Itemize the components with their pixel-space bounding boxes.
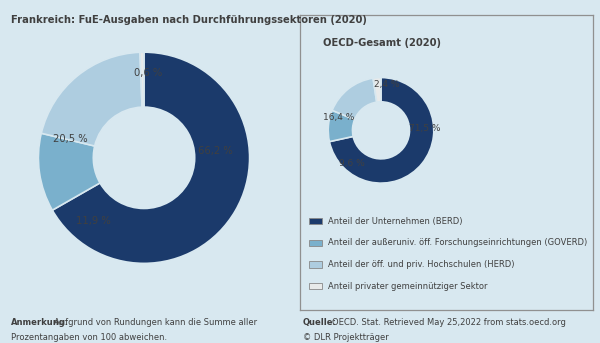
Text: OECD-Gesamt (2020): OECD-Gesamt (2020) xyxy=(323,38,440,48)
Text: Frankreich: FuE-Ausgaben nach Durchführungssektoren (2020): Frankreich: FuE-Ausgaben nach Durchführu… xyxy=(11,15,367,25)
Wedge shape xyxy=(41,52,142,146)
Text: 9,6 %: 9,6 % xyxy=(338,158,364,168)
Text: Anmerkung:: Anmerkung: xyxy=(11,318,69,327)
Text: Anteil privater gemeinnütziger Sektor: Anteil privater gemeinnütziger Sektor xyxy=(328,282,488,291)
Wedge shape xyxy=(373,78,381,102)
Text: 16,4 %: 16,4 % xyxy=(323,113,355,122)
Wedge shape xyxy=(329,78,434,183)
Text: Anteil der Unternehmen (BERD): Anteil der Unternehmen (BERD) xyxy=(328,217,463,226)
Wedge shape xyxy=(332,78,377,120)
Text: Aufgrund von Rundungen kann die Summe aller: Aufgrund von Rundungen kann die Summe al… xyxy=(54,318,257,327)
Text: 71,5 %: 71,5 % xyxy=(409,124,440,133)
Wedge shape xyxy=(38,133,100,210)
Text: Anteil der außeruniv. öff. Forschungseinrichtungen (GOVERD): Anteil der außeruniv. öff. Forschungsein… xyxy=(328,238,587,247)
Text: Quelle:: Quelle: xyxy=(303,318,337,327)
Text: 11,9 %: 11,9 % xyxy=(76,216,110,226)
Text: Anteil der öff. und priv. Hochschulen (HERD): Anteil der öff. und priv. Hochschulen (H… xyxy=(328,260,515,269)
Text: Prozentangaben von 100 abweichen.: Prozentangaben von 100 abweichen. xyxy=(11,333,167,342)
Wedge shape xyxy=(52,52,250,263)
Text: 20,5 %: 20,5 % xyxy=(53,134,88,144)
Wedge shape xyxy=(328,110,355,142)
Text: 66,2 %: 66,2 % xyxy=(199,146,233,156)
Text: © DLR Projektträger: © DLR Projektträger xyxy=(303,333,389,342)
Text: OECD. Stat. Retrieved May 25,2022 from stats.oecd.org: OECD. Stat. Retrieved May 25,2022 from s… xyxy=(332,318,566,327)
Wedge shape xyxy=(140,52,144,107)
Text: 0,6 %: 0,6 % xyxy=(134,68,163,78)
Text: 2,4 %: 2,4 % xyxy=(374,80,399,90)
